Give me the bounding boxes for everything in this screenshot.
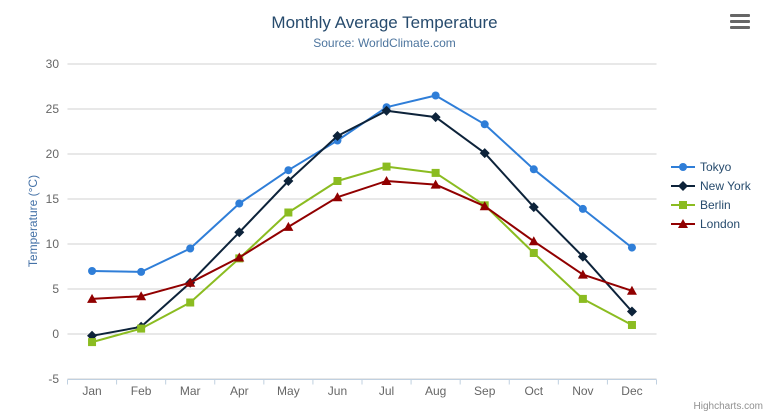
point-london-sep[interactable] xyxy=(479,201,490,211)
hamburger-icon[interactable] xyxy=(730,14,750,32)
point-new-york-dec[interactable] xyxy=(626,306,637,317)
point-london-feb[interactable] xyxy=(136,291,147,301)
chart-title: Monthly Average Temperature xyxy=(271,13,498,32)
point-tokyo-nov[interactable] xyxy=(578,204,587,213)
point-tokyo-mar[interactable] xyxy=(186,244,195,253)
x-axis-tick-label: Nov xyxy=(572,384,593,398)
legend-item-label: Berlin xyxy=(700,198,731,212)
point-new-york-jul[interactable] xyxy=(381,105,392,116)
point-london-oct[interactable] xyxy=(528,236,539,246)
legend-marker-triangle-icon xyxy=(671,219,695,228)
legend-sample-marker xyxy=(679,163,687,171)
x-axis-tick-label: Jun xyxy=(328,384,347,398)
legend-marker-square-icon xyxy=(671,201,695,209)
point-london-jul[interactable] xyxy=(381,176,392,185)
point-tokyo-jan[interactable] xyxy=(88,267,97,275)
legend-item-new-york[interactable]: New York xyxy=(671,179,751,193)
hamburger-bar xyxy=(730,26,750,29)
point-new-york-aug[interactable] xyxy=(430,112,441,123)
point-berlin-may[interactable] xyxy=(284,208,293,217)
point-new-york-jun[interactable] xyxy=(332,131,343,141)
point-berlin-aug[interactable] xyxy=(431,168,440,177)
hamburger-bar xyxy=(730,14,750,17)
point-berlin-oct[interactable] xyxy=(529,249,538,257)
legend: Tokyo New York Berlin London xyxy=(671,160,751,231)
y-axis-tick-label: 25 xyxy=(46,102,60,116)
legend-sample-marker xyxy=(678,181,688,191)
point-london-jan[interactable] xyxy=(87,293,98,303)
point-berlin-dec[interactable] xyxy=(627,321,636,329)
point-berlin-mar[interactable] xyxy=(186,298,195,307)
x-axis-tick-label: Jul xyxy=(379,384,394,398)
x-axis-tick-label: Feb xyxy=(131,384,152,398)
point-new-york-may[interactable] xyxy=(283,176,294,186)
x-axis-tick-label: Mar xyxy=(180,384,201,398)
legend-item-tokyo[interactable]: Tokyo xyxy=(671,160,751,174)
legend-sample-marker xyxy=(679,201,687,209)
point-tokyo-oct[interactable] xyxy=(529,165,538,174)
legend-item-label: New York xyxy=(700,179,751,193)
point-tokyo-feb[interactable] xyxy=(137,267,146,276)
y-axis-tick-label: 5 xyxy=(52,282,59,296)
x-axis-tick-label: Oct xyxy=(524,384,543,398)
x-axis-tick-label: Sep xyxy=(474,384,496,398)
legend-item-label: Tokyo xyxy=(700,160,732,174)
y-axis-tick-label: 30 xyxy=(46,57,60,71)
legend-item-berlin[interactable]: Berlin xyxy=(671,198,751,212)
point-tokyo-dec[interactable] xyxy=(627,243,636,252)
series-line-london xyxy=(91,180,633,300)
x-axis-tick-label: May xyxy=(277,384,300,398)
point-berlin-jun[interactable] xyxy=(333,177,342,185)
point-berlin-jan[interactable] xyxy=(88,338,97,347)
point-tokyo-sep[interactable] xyxy=(480,120,489,129)
series-line-tokyo xyxy=(91,94,633,273)
highcharts-credits-link[interactable]: Highcharts.com xyxy=(693,401,763,412)
point-london-apr[interactable] xyxy=(234,252,245,262)
series-line-berlin xyxy=(91,165,633,344)
point-berlin-feb[interactable] xyxy=(137,324,146,333)
point-tokyo-apr[interactable] xyxy=(235,199,244,208)
point-tokyo-aug[interactable] xyxy=(431,91,440,100)
legend-marker-diamond-icon xyxy=(671,181,695,191)
point-berlin-jul[interactable] xyxy=(382,162,391,171)
point-new-york-nov[interactable] xyxy=(577,251,588,262)
x-axis-tick-label: Dec xyxy=(621,384,642,398)
legend-item-label: London xyxy=(700,217,741,231)
point-london-dec[interactable] xyxy=(626,285,637,295)
point-london-may[interactable] xyxy=(283,221,294,231)
hamburger-bar xyxy=(730,20,750,23)
x-axis-tick-label: Aug xyxy=(425,384,446,398)
point-new-york-apr[interactable] xyxy=(234,227,245,238)
y-axis-title: Temperature (°C) xyxy=(26,174,40,268)
legend-sample-marker xyxy=(678,219,688,228)
y-axis-tick-label: 20 xyxy=(46,147,60,161)
point-berlin-nov[interactable] xyxy=(578,294,587,303)
point-london-aug[interactable] xyxy=(430,179,441,189)
point-london-nov[interactable] xyxy=(577,269,588,279)
chart-subtitle: Source: WorldClimate.com xyxy=(313,36,456,50)
legend-marker-circle-icon xyxy=(671,163,695,171)
y-axis-tick-label: 15 xyxy=(46,192,60,206)
point-london-mar[interactable] xyxy=(185,277,196,287)
y-axis-tick-label: 0 xyxy=(52,327,59,341)
point-tokyo-may[interactable] xyxy=(284,166,293,175)
legend-item-london[interactable]: London xyxy=(671,217,751,231)
series-line-new-york xyxy=(91,109,633,337)
x-axis-tick-label: Jan xyxy=(82,384,101,398)
y-axis-tick-label: 10 xyxy=(46,237,60,251)
point-new-york-oct[interactable] xyxy=(528,202,539,213)
point-new-york-sep[interactable] xyxy=(479,148,490,159)
y-axis-tick-label: -5 xyxy=(48,372,59,386)
x-axis-tick-label: Apr xyxy=(230,384,249,398)
point-london-jun[interactable] xyxy=(332,192,343,202)
